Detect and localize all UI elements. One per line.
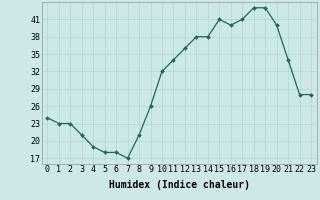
X-axis label: Humidex (Indice chaleur): Humidex (Indice chaleur) (109, 180, 250, 190)
